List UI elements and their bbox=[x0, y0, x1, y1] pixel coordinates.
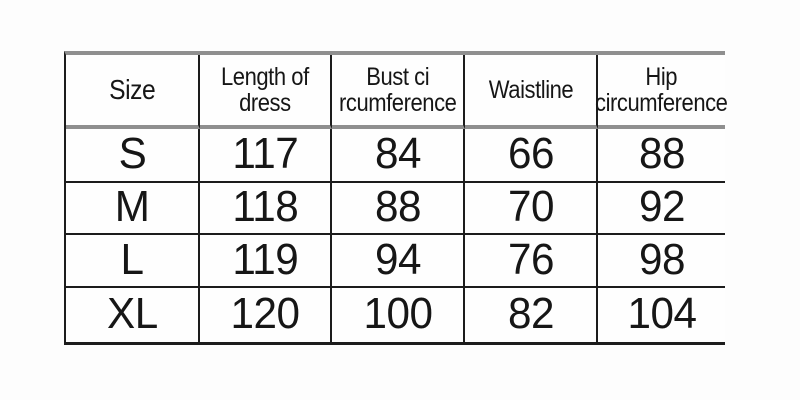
value-label: 84 bbox=[374, 129, 421, 178]
header-label-bust: Bust ci rcumference bbox=[338, 63, 457, 117]
value-label: 100 bbox=[362, 289, 433, 338]
value-label: 92 bbox=[638, 182, 685, 231]
value-label: 88 bbox=[638, 129, 685, 178]
header-cell-size: Size bbox=[66, 55, 200, 129]
size-cell-xl: XL bbox=[66, 288, 200, 342]
value-label: 94 bbox=[374, 234, 421, 284]
header-label-length: Length of dress bbox=[221, 63, 309, 117]
value-label: 117 bbox=[232, 129, 298, 178]
header-cell-bust: Bust ci rcumference bbox=[332, 55, 465, 129]
value-label: 66 bbox=[507, 129, 554, 178]
value-cell-s-hip: 88 bbox=[598, 129, 725, 183]
value-cell-m-bust: 88 bbox=[332, 183, 465, 235]
value-cell-xl-hip: 104 bbox=[598, 288, 725, 342]
size-cell-m: M bbox=[66, 183, 200, 235]
value-cell-m-waist: 70 bbox=[465, 183, 598, 235]
header-cell-length: Length of dress bbox=[200, 55, 332, 129]
value-cell-xl-length: 120 bbox=[200, 288, 332, 342]
value-cell-l-bust: 94 bbox=[332, 235, 465, 288]
value-cell-s-bust: 84 bbox=[332, 129, 465, 183]
value-cell-xl-waist: 82 bbox=[465, 288, 598, 342]
header-cell-waistline: Waistline bbox=[465, 55, 598, 129]
value-cell-l-length: 119 bbox=[200, 235, 332, 288]
header-cell-hip: Hip circumference bbox=[595, 55, 728, 129]
size-label: S bbox=[118, 129, 146, 178]
size-cell-l: L bbox=[66, 235, 200, 288]
value-label: 118 bbox=[232, 182, 298, 231]
header-label-hip: Hip circumference bbox=[595, 63, 728, 117]
value-label: 82 bbox=[507, 289, 554, 338]
size-label: L bbox=[120, 234, 144, 284]
value-label: 119 bbox=[232, 234, 298, 284]
value-cell-m-hip: 92 bbox=[598, 183, 725, 235]
value-label: 88 bbox=[374, 182, 421, 231]
value-cell-s-length: 117 bbox=[200, 129, 332, 183]
header-label-waistline: Waistline bbox=[488, 76, 573, 104]
size-chart-table: Size Length of dress Bust ci rcumference… bbox=[64, 51, 728, 345]
value-cell-s-waist: 66 bbox=[465, 129, 598, 183]
value-label: 98 bbox=[638, 234, 685, 284]
value-label: 70 bbox=[507, 182, 554, 231]
value-label: 104 bbox=[626, 289, 697, 338]
value-label: 120 bbox=[230, 289, 300, 338]
value-cell-l-waist: 76 bbox=[465, 235, 598, 288]
size-cell-s: S bbox=[66, 129, 200, 183]
header-label-size: Size bbox=[108, 74, 156, 106]
size-label: M bbox=[114, 182, 150, 231]
value-label: 76 bbox=[507, 234, 554, 284]
size-label: XL bbox=[106, 289, 158, 338]
value-cell-l-hip: 98 bbox=[598, 235, 725, 288]
value-cell-xl-bust: 100 bbox=[332, 288, 465, 342]
value-cell-m-length: 118 bbox=[200, 183, 332, 235]
